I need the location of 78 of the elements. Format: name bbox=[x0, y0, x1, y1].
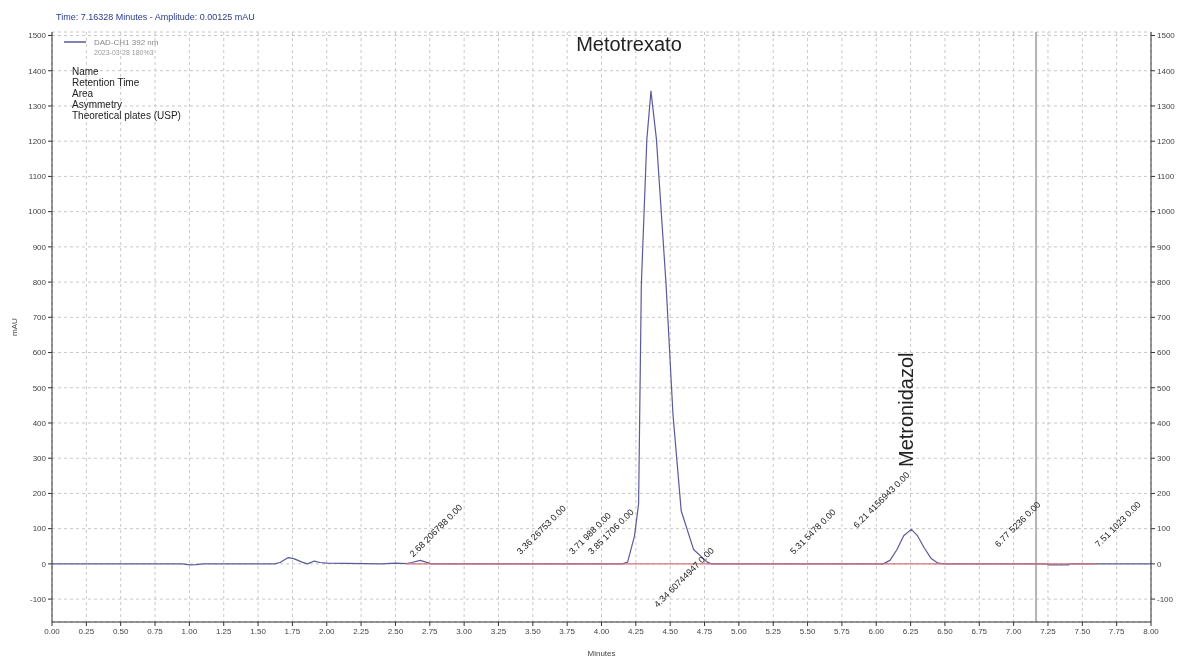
x-tick-label: 6.00 bbox=[868, 626, 885, 636]
y-tick-label: 1300 bbox=[28, 101, 47, 111]
x-tick-label: 5.50 bbox=[799, 626, 816, 636]
x-tick-label: 7.50 bbox=[1074, 626, 1091, 636]
x-tick-label: 3.25 bbox=[490, 626, 507, 636]
y2-tick-label: 900 bbox=[1157, 242, 1171, 252]
y-tick-label: 1400 bbox=[28, 66, 47, 76]
y-tick-label: -100 bbox=[29, 594, 47, 604]
y-tick-label: 700 bbox=[32, 313, 47, 323]
y2-tick-label: 800 bbox=[1157, 277, 1171, 287]
x-tick-label: 4.25 bbox=[628, 626, 645, 636]
y-axis-title: mAU bbox=[9, 317, 19, 336]
y2-tick-label: 700 bbox=[1157, 313, 1171, 323]
x-tick-label: 0.75 bbox=[147, 626, 164, 636]
x-tick-label: 1.00 bbox=[181, 626, 198, 636]
x-tick-label: 4.00 bbox=[593, 626, 610, 636]
x-tick-label: 6.50 bbox=[937, 626, 954, 636]
x-tick-label: 7.25 bbox=[1040, 626, 1057, 636]
x-tick-label: 3.50 bbox=[525, 626, 542, 636]
x-tick-label: 2.00 bbox=[318, 626, 336, 636]
annotation: Asymmetry bbox=[72, 99, 122, 110]
y2-tick-label: 1000 bbox=[1157, 207, 1176, 217]
x-tick-label: 4.75 bbox=[696, 626, 713, 636]
y2-tick-label: 0 bbox=[1157, 559, 1162, 569]
y2-tick-label: 1100 bbox=[1157, 172, 1175, 182]
annotation: Metotrexato bbox=[576, 33, 682, 56]
x-tick-label: 1.50 bbox=[250, 626, 267, 636]
y-tick-label: 1000 bbox=[28, 207, 47, 217]
y2-tick-label: 1300 bbox=[1157, 101, 1176, 111]
x-tick-label: 6.75 bbox=[971, 626, 988, 636]
y-tick-label: 1100 bbox=[28, 172, 47, 182]
y-tick-label: 0 bbox=[41, 559, 47, 569]
x-tick-label: 4.50 bbox=[662, 626, 679, 636]
y2-tick-label: 500 bbox=[1157, 383, 1171, 393]
annotation: Metronidazol bbox=[895, 352, 918, 468]
y-tick-label: 900 bbox=[32, 242, 47, 252]
y2-tick-label: -100 bbox=[1157, 594, 1174, 604]
x-tick-label: 8.00 bbox=[1143, 626, 1160, 636]
x-tick-label: 2.50 bbox=[387, 626, 404, 636]
x-tick-label: 3.75 bbox=[559, 626, 576, 636]
y2-tick-label: 1500 bbox=[1157, 31, 1176, 41]
y2-tick-label: 100 bbox=[1157, 524, 1171, 534]
x-tick-label: 2.75 bbox=[421, 626, 439, 636]
y2-tick-label: 200 bbox=[1157, 489, 1171, 499]
x-tick-label: 0.50 bbox=[112, 626, 130, 636]
x-tick-label: 6.25 bbox=[902, 626, 919, 636]
x-tick-label: 3.00 bbox=[456, 626, 473, 636]
y-tick-label: 400 bbox=[32, 418, 47, 428]
x-tick-label: 1.25 bbox=[215, 626, 233, 636]
x-tick-label: 7.00 bbox=[1005, 626, 1022, 636]
annotation: Retention Time bbox=[72, 77, 140, 88]
x-tick-label: 2.25 bbox=[353, 626, 370, 636]
annotation: Name bbox=[72, 66, 100, 77]
y2-tick-label: 300 bbox=[1157, 454, 1171, 464]
x-tick-label: 1.75 bbox=[284, 626, 301, 636]
x-tick-label: 5.00 bbox=[731, 626, 748, 636]
x-tick-label: 7.75 bbox=[1108, 626, 1125, 636]
y2-tick-label: 1400 bbox=[1157, 66, 1176, 76]
x-tick-label: 5.75 bbox=[834, 626, 851, 636]
y-tick-label: 300 bbox=[32, 454, 47, 464]
y-tick-label: 1500 bbox=[28, 31, 47, 41]
annotation: Theoretical plates (USP) bbox=[72, 110, 181, 121]
y-tick-label: 600 bbox=[32, 348, 47, 358]
y2-tick-label: 1200 bbox=[1157, 137, 1176, 147]
annotation: Area bbox=[72, 88, 94, 99]
y-tick-label: 200 bbox=[32, 489, 47, 499]
y-tick-label: 1200 bbox=[28, 137, 47, 147]
y-tick-label: 800 bbox=[32, 277, 47, 287]
x-tick-label: 0.00 bbox=[44, 626, 61, 636]
x-axis-title: Minutes bbox=[587, 649, 616, 658]
y2-tick-label: 600 bbox=[1157, 348, 1171, 358]
legend-label: DAD-CH1 392 nm bbox=[94, 38, 159, 47]
x-tick-label: 0.25 bbox=[78, 626, 95, 636]
y-tick-label: 100 bbox=[32, 524, 47, 534]
x-tick-label: 5.25 bbox=[765, 626, 782, 636]
y-tick-label: 500 bbox=[32, 383, 47, 393]
y2-tick-label: 400 bbox=[1157, 418, 1171, 428]
text: Time: 7.16328 Minutes - Amplitude: 0.00125 mAU bbox=[56, 12, 255, 22]
